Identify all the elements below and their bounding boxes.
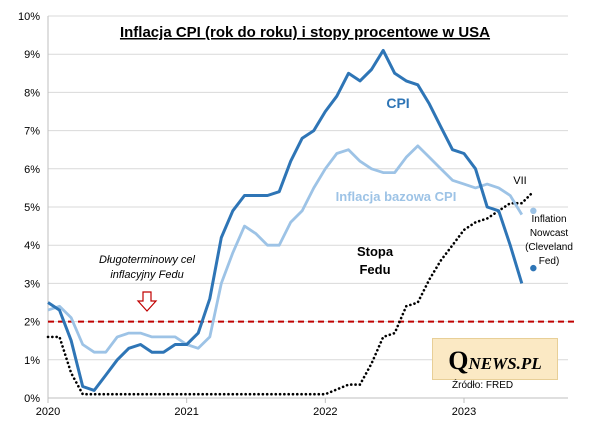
x-tick-label: 2020 [36,406,60,418]
core-cpi-line [47,144,523,354]
target-label-line2: inflacyjny Fedu [110,269,183,281]
grid [47,15,568,399]
cpi-line [47,48,524,392]
y-tick-label: 8% [24,87,40,99]
nowcast-core-point [530,207,537,215]
nowcast-label-line4: Fed) [539,256,560,267]
series-group [46,48,535,396]
x-tick-label: 2023 [452,406,476,418]
nowcast-label-line1: Inflation [531,214,566,225]
y-tick-label: 10% [18,11,40,23]
nowcast-label-line3: (Cleveland [525,242,573,253]
nowcast-points [530,207,537,272]
y-tick-label: 3% [24,278,40,290]
y-tick-label: 0% [24,393,40,405]
y-tick-label: 6% [24,164,40,176]
y-tick-label: 9% [24,49,40,61]
nowcast-cpi-point [530,264,537,272]
fed-rate-line [46,190,535,396]
y-tick-label: 4% [24,240,40,252]
fed-rate-label-line2: Fedu [359,262,390,277]
source-note: Źródło: FRED [452,380,514,391]
target-label-line1: Długoterminowy cel [99,254,196,266]
nowcast-label-line2: Nowcast [530,228,569,239]
chart-title: Inflacja CPI (rok do roku) i stopy proce… [120,24,490,41]
y-tick-label: 2% [24,317,40,329]
x-axis-ticks: 2020 2021 2022 2023 [36,398,476,418]
cpi-label: CPI [386,95,409,111]
vii-label: VII [513,175,526,187]
x-tick-label: 2021 [174,406,198,418]
logo-rest: NEWS.PL [468,354,542,373]
core-cpi-label: Inflacja bazowa CPI [336,189,457,204]
fed-rate-label-line1: Stopa [357,244,394,259]
qnews-logo: QNEWS.PL [432,338,558,380]
x-tick-label: 2022 [313,406,337,418]
y-axis-ticks: 0% 1% 2% 3% 4% 5% 6% 7% 8% 9% 10% [18,11,40,405]
logo-q: Q [448,346,469,375]
target-arrow-icon [136,291,158,312]
y-tick-label: 1% [24,355,40,367]
y-tick-label: 7% [24,126,40,138]
y-tick-label: 5% [24,202,40,214]
